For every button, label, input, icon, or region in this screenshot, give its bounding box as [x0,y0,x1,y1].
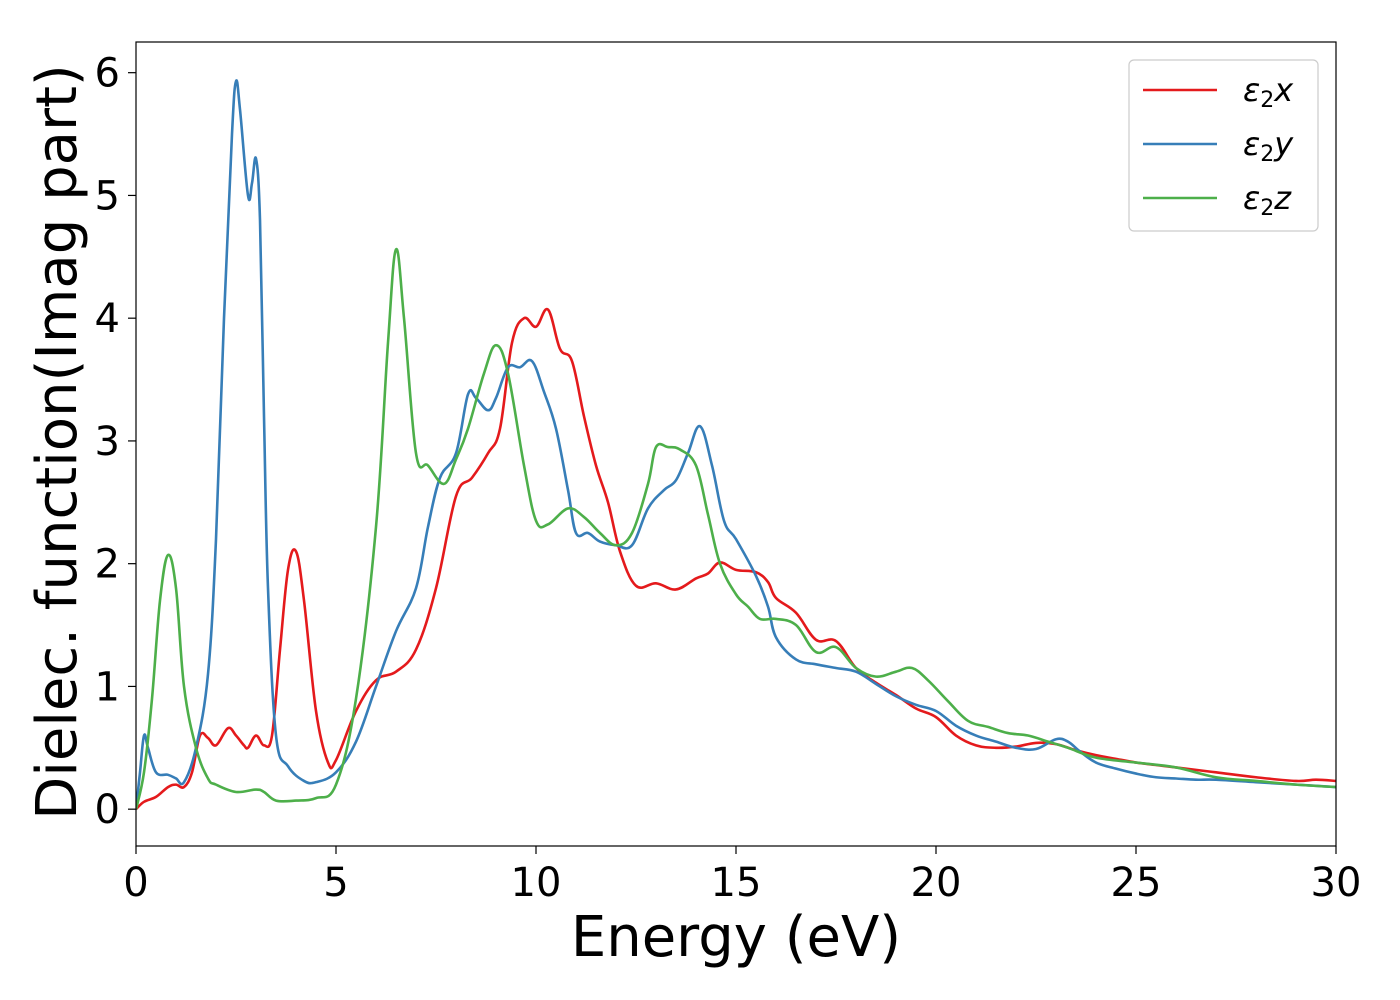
series-layer [136,79,1336,811]
series-line-x [136,307,1336,811]
x-tick-label: 20 [911,860,962,906]
legend-label-x: ε2x [1243,71,1294,113]
y-tick-label: 2 [95,542,120,588]
y-tick-label: 5 [95,173,120,219]
y-tick-label: 1 [95,664,120,710]
x-tick-label: 30 [1311,860,1362,906]
legend-label-y: ε2y [1243,125,1294,167]
x-tick-label: 10 [511,860,562,906]
x-axis-ticks: 0 5 10 15 20 25 30 [123,846,1361,906]
legend-label-tail: x [1273,71,1294,109]
legend-label-subscript: 2 [1260,88,1274,113]
y-tick-label: 0 [95,787,120,833]
y-axis-ticks: 0 1 2 3 4 5 6 [95,51,136,833]
x-tick-label: 0 [123,860,148,906]
legend-label-subscript: 2 [1260,196,1274,221]
x-tick-label: 25 [1111,860,1162,906]
legend-label-tail: z [1273,179,1292,217]
y-tick-label: 3 [95,419,120,465]
legend-label-subscript: 2 [1260,142,1274,167]
x-axis-label: Energy (eV) [571,905,901,970]
legend-box [1128,59,1319,232]
legend-label-main: ε [1243,71,1260,109]
y-axis-label: Dielec. function(Imag part) [25,64,90,820]
series-line-y [136,79,1336,810]
y-tick-label: 6 [95,51,120,97]
legend-label-main: ε [1243,179,1260,217]
x-tick-label: 15 [711,860,762,906]
y-tick-label: 4 [95,296,120,342]
legend-label-tail: y [1273,125,1294,163]
series-line-z [136,248,1336,810]
legend-label-z: ε2z [1243,179,1292,221]
legend-label-main: ε [1243,125,1260,163]
x-tick-label: 5 [323,860,348,906]
